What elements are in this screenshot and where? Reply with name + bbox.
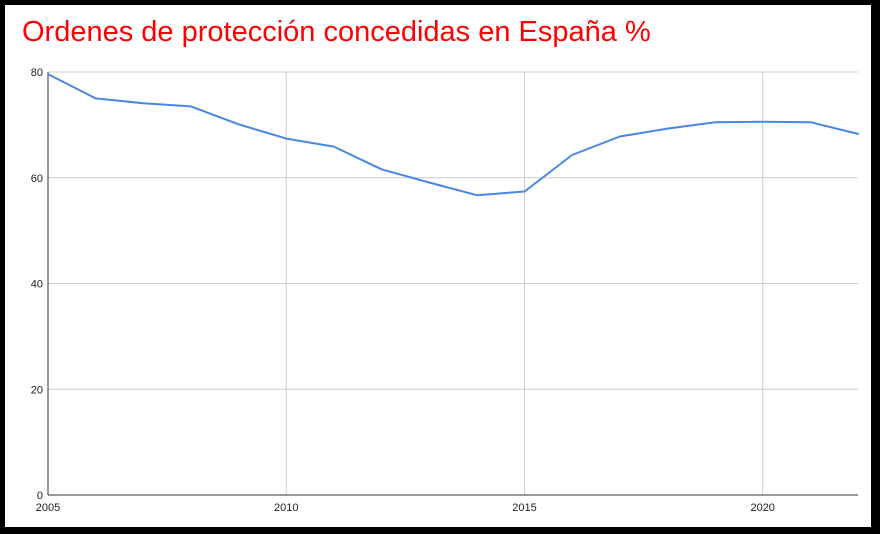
data-point-2008 <box>190 105 192 107</box>
data-point-2016 <box>571 154 573 156</box>
data-point-2018 <box>666 128 668 130</box>
data-point-2007 <box>142 102 144 104</box>
data-point-2017 <box>619 136 621 138</box>
x-tick-label-2010: 2010 <box>274 502 298 514</box>
data-point-2006 <box>95 97 97 99</box>
y-tick-label-60: 60 <box>31 173 43 185</box>
data-point-2009 <box>238 123 240 125</box>
y-tick-label-20: 20 <box>31 384 43 396</box>
chart-title: Ordenes de protección concedidas en Espa… <box>22 16 651 48</box>
data-point-2012 <box>381 168 383 170</box>
data-point-2022 <box>857 133 859 135</box>
x-tick-label-2015: 2015 <box>512 502 536 514</box>
data-point-2019 <box>714 121 716 123</box>
x-tick-label-2020: 2020 <box>750 502 774 514</box>
x-tick-label-2005: 2005 <box>36 502 60 514</box>
data-point-2010 <box>285 138 287 140</box>
data-point-2020 <box>762 121 764 123</box>
data-point-2005 <box>47 73 49 75</box>
y-tick-label-80: 80 <box>31 67 43 79</box>
line-chart: 0 20 40 60 80 2005 2010 2015 2020 <box>31 67 859 514</box>
series-line-0 <box>47 73 859 197</box>
data-point-2015 <box>523 190 525 192</box>
data-point-2021 <box>809 121 811 123</box>
chart-frame: Ordenes de protección concedidas en Espa… <box>5 5 871 527</box>
data-point-2014 <box>476 194 478 196</box>
y-tick-label-0: 0 <box>37 490 43 502</box>
data-point-2013 <box>428 182 430 184</box>
data-point-2011 <box>333 146 335 148</box>
y-tick-label-40: 40 <box>31 279 43 291</box>
